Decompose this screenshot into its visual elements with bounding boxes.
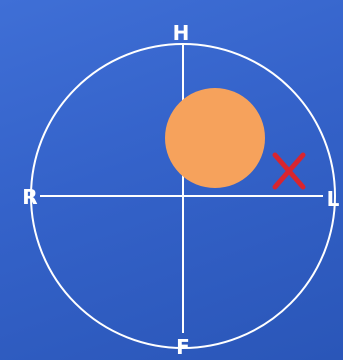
label-bottom: F bbox=[176, 335, 190, 359]
label-left: R bbox=[22, 185, 37, 209]
orange-dot bbox=[165, 88, 265, 188]
x-mark-icon bbox=[272, 152, 306, 190]
label-right: L bbox=[327, 187, 340, 211]
label-top: H bbox=[173, 21, 190, 45]
